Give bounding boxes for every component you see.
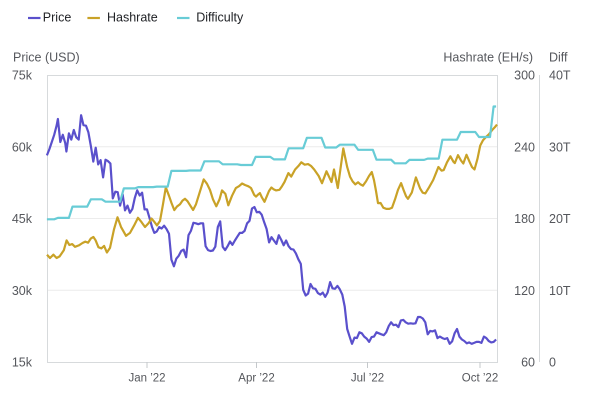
svg-text:30k: 30k — [12, 284, 33, 298]
svg-text:Diff: Diff — [549, 51, 568, 65]
svg-text:75k: 75k — [12, 69, 33, 83]
svg-text:240: 240 — [514, 140, 535, 154]
svg-text:20T: 20T — [549, 212, 571, 226]
svg-text:10T: 10T — [549, 284, 571, 298]
svg-text:120: 120 — [514, 284, 535, 298]
svg-text:Price: Price — [43, 11, 72, 25]
svg-text:Jul ’22: Jul ’22 — [351, 372, 384, 384]
svg-text:40T: 40T — [549, 69, 571, 83]
svg-text:180: 180 — [514, 212, 535, 226]
svg-text:Price (USD): Price (USD) — [13, 51, 80, 65]
svg-text:Jan ’22: Jan ’22 — [128, 372, 165, 384]
svg-text:15k: 15k — [12, 356, 33, 370]
svg-text:60k: 60k — [12, 140, 33, 154]
svg-text:60: 60 — [521, 356, 535, 370]
svg-text:30T: 30T — [549, 140, 571, 154]
svg-text:Difficulty: Difficulty — [196, 11, 244, 25]
svg-text:Apr ’22: Apr ’22 — [238, 372, 274, 384]
svg-text:300: 300 — [514, 69, 535, 83]
svg-text:0: 0 — [549, 356, 556, 370]
svg-text:Oct ’22: Oct ’22 — [462, 372, 498, 384]
svg-text:Hashrate: Hashrate — [107, 11, 158, 25]
svg-text:Hashrate (EH/s): Hashrate (EH/s) — [443, 51, 533, 65]
svg-text:45k: 45k — [12, 212, 33, 226]
